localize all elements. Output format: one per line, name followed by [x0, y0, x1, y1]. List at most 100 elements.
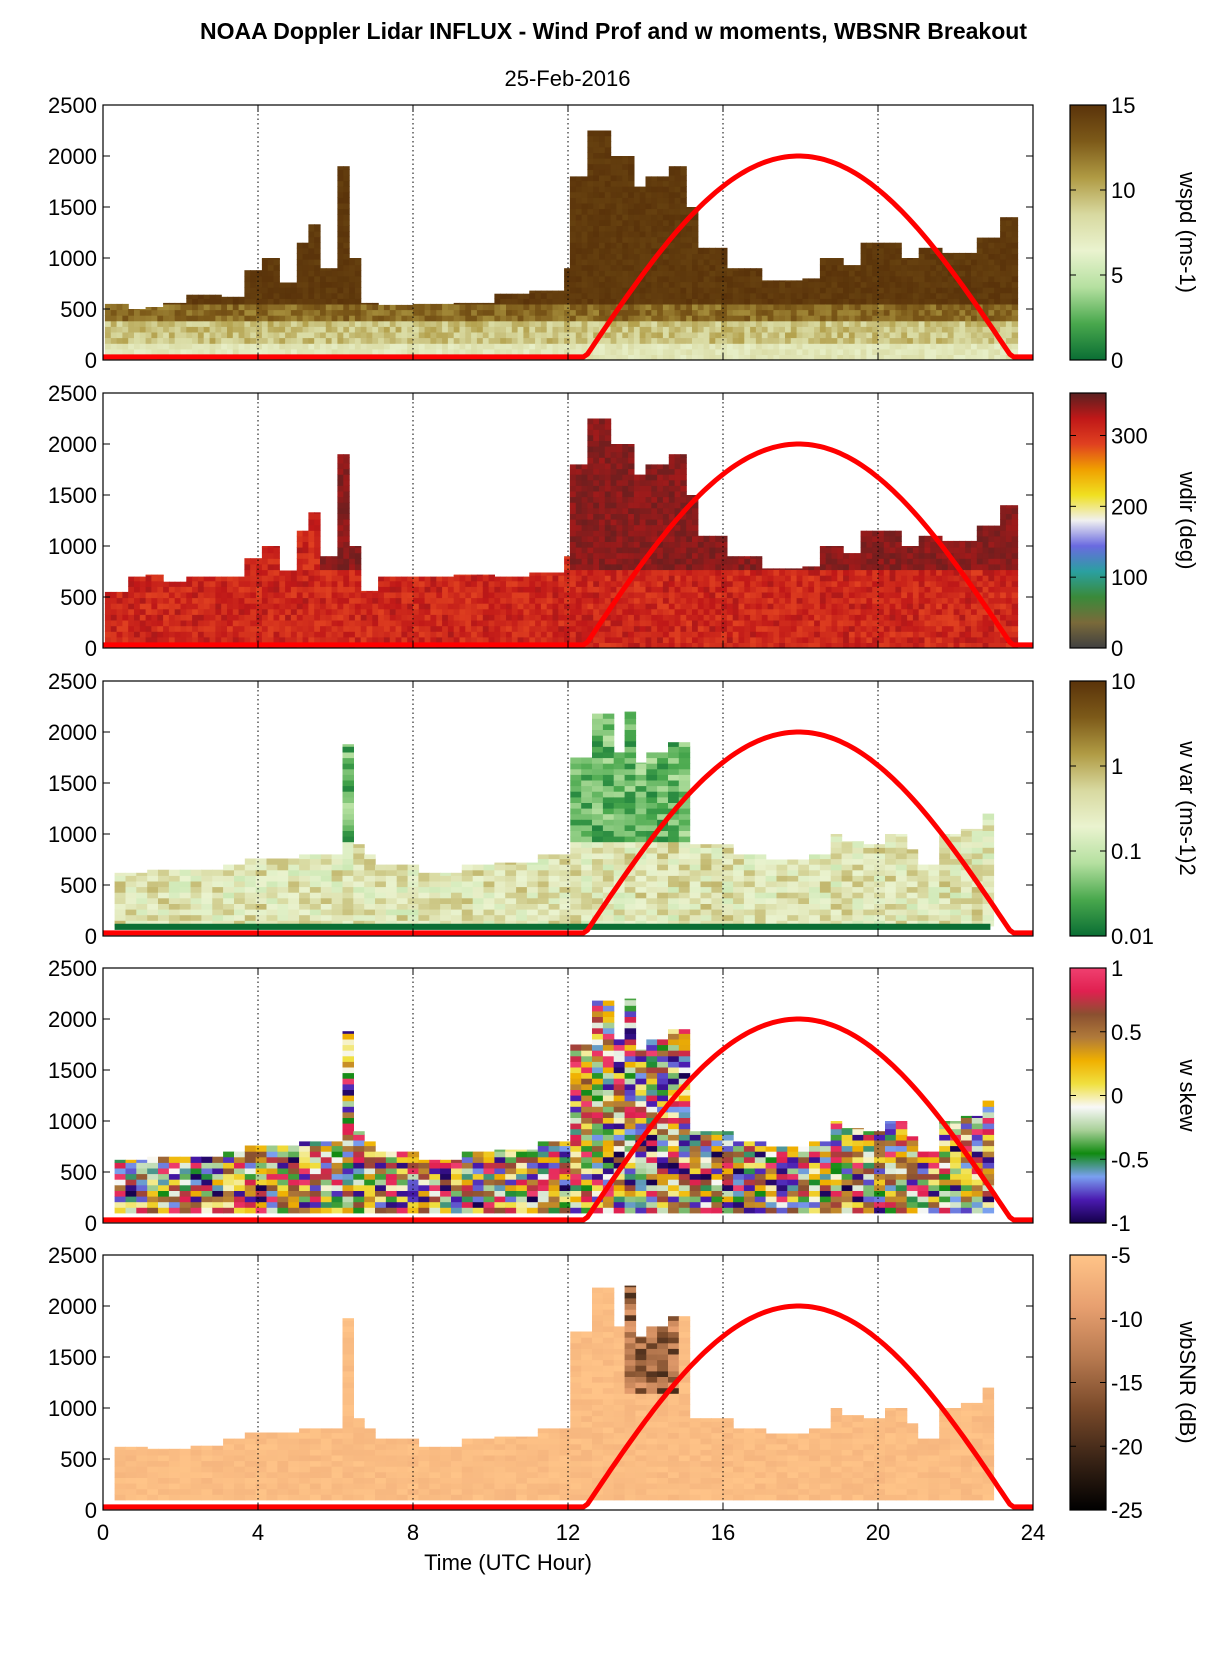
heatmap-cell — [378, 620, 385, 627]
heatmap-cell — [633, 485, 641, 492]
heatmap-cell — [506, 337, 513, 344]
heatmap-cell — [686, 247, 693, 254]
heatmap-cell — [383, 348, 391, 355]
heatmap-cell — [244, 614, 251, 621]
heatmap-cell — [128, 608, 135, 615]
heatmap-cell — [343, 552, 350, 559]
heatmap-cell — [488, 597, 495, 604]
heatmap-cell — [895, 253, 902, 260]
heatmap-cell — [604, 423, 612, 430]
heatmap-cell — [645, 631, 652, 638]
heatmap-cell — [947, 354, 955, 360]
heatmap-cell — [145, 326, 152, 333]
heatmap-cell — [668, 591, 676, 599]
heatmap-cell — [343, 569, 350, 576]
heatmap-cell — [337, 580, 344, 587]
heatmap-cell — [337, 287, 344, 294]
heatmap-cell — [872, 331, 879, 339]
heatmap-cell — [337, 247, 344, 254]
heatmap-cell — [465, 580, 472, 587]
heatmap-cell — [744, 337, 751, 344]
heatmap-cell — [552, 337, 559, 344]
heatmap-cell — [128, 614, 135, 621]
heatmap-cell — [128, 320, 135, 327]
heatmap-cell — [930, 281, 937, 288]
heatmap-cell — [819, 281, 827, 288]
heatmap-cell — [587, 180, 594, 187]
heatmap-cell — [302, 270, 309, 277]
heatmap-cell — [320, 348, 327, 355]
heatmap-cell — [296, 287, 304, 294]
heatmap-cell — [633, 247, 641, 254]
heatmap-cell — [447, 576, 455, 582]
heatmap-cell — [860, 315, 867, 322]
heatmap-cell — [593, 343, 600, 350]
heatmap-cell — [645, 490, 652, 498]
heatmap-cell — [552, 575, 559, 582]
heatmap-cell — [424, 331, 431, 339]
heatmap-cell — [616, 535, 623, 542]
heatmap-cell — [662, 513, 670, 520]
heatmap-cell — [848, 298, 856, 305]
heatmap-cell — [593, 642, 600, 648]
heatmap-cell — [471, 309, 478, 316]
heatmap-cell — [244, 270, 251, 277]
heatmap-cell — [599, 343, 606, 350]
heatmap-cell — [622, 631, 629, 638]
heatmap-cell — [238, 614, 245, 621]
heatmap-cell — [221, 636, 228, 643]
heatmap-cell — [482, 603, 490, 610]
heatmap-cell — [273, 603, 280, 610]
heatmap-cell — [273, 292, 280, 299]
heatmap-cell — [622, 552, 629, 559]
heatmap-cell — [180, 303, 187, 311]
heatmap-cell — [645, 620, 652, 627]
heatmap-cell — [354, 620, 362, 627]
heatmap-cell — [889, 343, 896, 350]
heatmap-cell — [593, 490, 600, 498]
heatmap-cell — [581, 569, 588, 576]
heatmap-cell — [941, 298, 949, 305]
heatmap-cell — [599, 474, 606, 481]
heatmap-cell — [680, 468, 687, 475]
heatmap-cell — [750, 320, 757, 327]
heatmap-cell — [680, 454, 687, 458]
heatmap-cell — [825, 331, 833, 339]
heatmap-cell — [407, 620, 414, 627]
heatmap-cell — [860, 247, 867, 254]
heatmap-cell — [465, 608, 472, 615]
heatmap-cell — [761, 320, 769, 327]
heatmap-cell — [569, 603, 577, 610]
heatmap-cell — [564, 326, 571, 333]
heatmap-cell — [436, 320, 443, 327]
heatmap-cell — [238, 343, 245, 350]
heatmap-cell — [413, 631, 420, 638]
heatmap-cell — [389, 331, 397, 339]
heatmap-cell — [180, 302, 187, 305]
heatmap-cell — [610, 225, 617, 232]
heatmap-cell — [674, 485, 681, 492]
heatmap-cell — [296, 603, 304, 610]
heatmap-cell — [261, 337, 269, 344]
heatmap-cell — [883, 354, 891, 360]
heatmap-cell — [1000, 320, 1007, 327]
heatmap-cell — [325, 580, 333, 587]
heatmap-cell — [744, 354, 751, 360]
heatmap-cell — [349, 558, 356, 565]
heatmap-cell — [633, 502, 641, 509]
heatmap-cell — [593, 608, 600, 615]
heatmap-cell — [622, 457, 629, 464]
heatmap-cell — [599, 219, 606, 226]
heatmap-cell — [697, 275, 705, 283]
heatmap-cell — [767, 298, 774, 305]
heatmap-cell — [174, 625, 182, 632]
heatmap-cell — [337, 309, 344, 316]
heatmap-cell — [831, 303, 838, 311]
heatmap-cell — [343, 326, 350, 333]
heatmap-cell — [447, 343, 455, 350]
heatmap-cell — [128, 309, 135, 311]
heatmap-cell — [907, 343, 914, 350]
heatmap-cell — [151, 320, 158, 327]
heatmap-cell — [604, 446, 612, 453]
heatmap-cell — [616, 479, 623, 486]
